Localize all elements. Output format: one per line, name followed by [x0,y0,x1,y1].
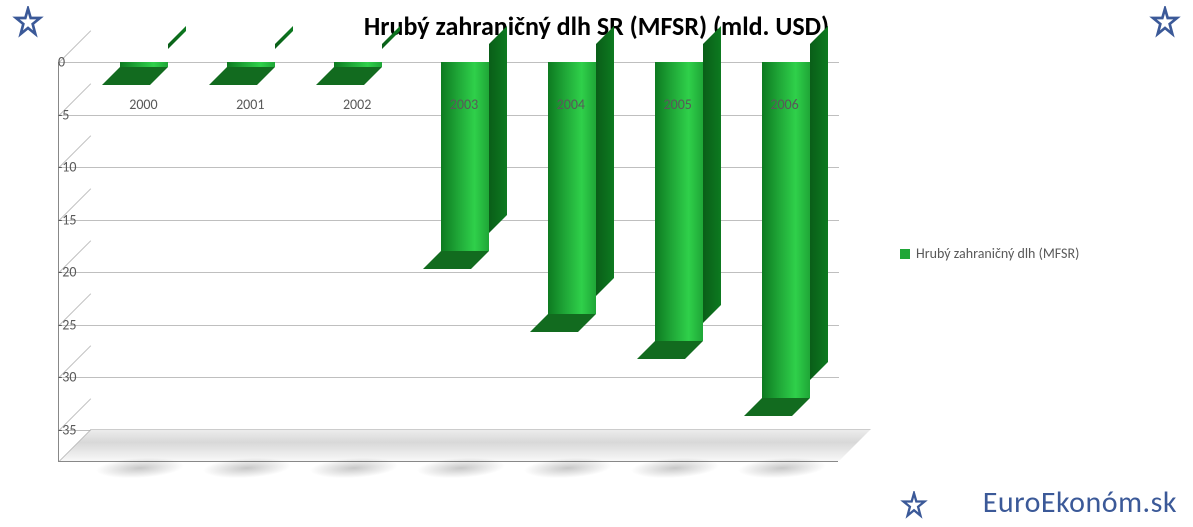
bar-cap [423,251,489,269]
legend-label: Hrubý zahraničný dlh (MFSR) [916,245,1079,262]
star-icon [12,6,44,38]
category-label: 2004 [557,96,585,113]
bar-reflection [516,458,620,478]
bar-cap [530,314,596,332]
watermark-text: EuroEkonóm.sk [983,484,1177,521]
bar-front [441,62,489,251]
bar-reflection [302,458,406,478]
bar-front [120,62,168,67]
bar-front [227,62,275,67]
category-label: 2003 [450,96,478,113]
bar-cap [102,67,168,85]
bar-side [596,26,614,296]
bar-cap [209,67,275,85]
legend: Hrubý zahraničný dlh (MFSR) [900,245,1079,262]
bar-front [334,62,382,67]
bar-reflection [409,458,513,478]
category-label: 2000 [129,96,157,113]
bar-side [810,26,828,380]
chart-area: 0-5-10-15-20-25-30-35 200020012002200320… [58,62,878,482]
bar-reflection [730,458,834,478]
category-label: 2001 [236,96,264,113]
bar [441,62,489,251]
bar [120,62,168,67]
bar-cap [637,341,703,359]
bar-reflection [88,458,192,478]
category-label: 2005 [664,96,692,113]
bar-reflection [623,458,727,478]
bar-cap [744,398,810,416]
category-label: 2006 [770,96,798,113]
bar [334,62,382,67]
bar-reflection [195,458,299,478]
legend-swatch [900,249,910,259]
bar-side [489,26,507,233]
star-icon [1149,6,1181,38]
category-label: 2002 [343,96,371,113]
star-icon [900,491,928,519]
plot-3d [58,62,838,462]
bar-cap [316,67,382,85]
bar-side [703,26,721,323]
bar [227,62,275,67]
bars-container [91,62,839,430]
